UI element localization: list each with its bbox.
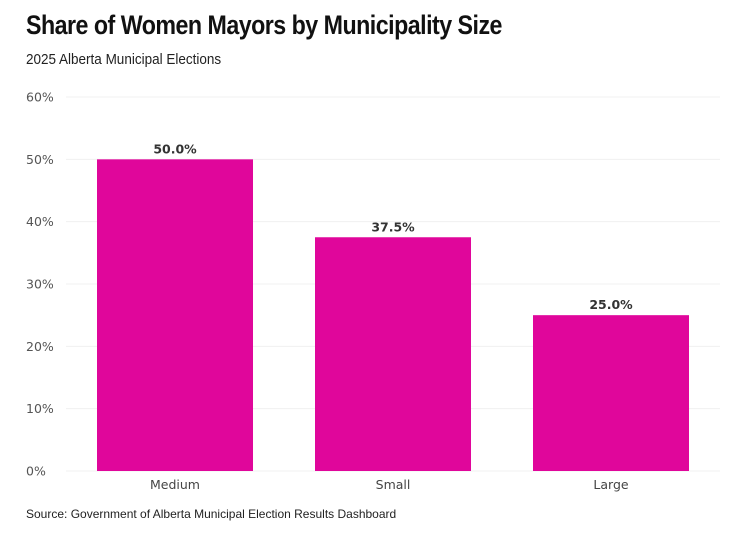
- chart-title: Share of Women Mayors by Municipality Si…: [26, 10, 502, 40]
- chart-subtitle: 2025 Alberta Municipal Elections: [26, 51, 222, 68]
- bar-chart: 0% 10% 20% 30% 40% 50% 60% 50.0% 37.5% 25.0% Med…: [26, 90, 720, 492]
- x-tick-label-small: Small: [376, 477, 411, 492]
- data-label-small: 37.5%: [371, 219, 415, 234]
- x-tick-label-medium: Medium: [150, 477, 200, 492]
- x-axis-ticks: Medium Small Large: [150, 477, 629, 492]
- bars: [97, 159, 689, 472]
- y-tick-label-40: 40%: [26, 214, 54, 229]
- y-tick-label-50: 50%: [26, 152, 54, 167]
- bar-small: [315, 237, 471, 471]
- data-label-medium: 50.0%: [153, 141, 197, 156]
- y-tick-label-60: 60%: [26, 90, 54, 105]
- bar-medium: [97, 159, 253, 472]
- y-axis-ticks: 0% 10% 20% 30% 40% 50% 60%: [26, 90, 54, 479]
- y-tick-label-0: 0%: [26, 464, 46, 479]
- y-tick-label-30: 30%: [26, 277, 54, 292]
- bar-large: [533, 315, 689, 471]
- y-tick-label-20: 20%: [26, 339, 54, 354]
- data-labels: 50.0% 37.5% 25.0%: [153, 141, 633, 312]
- y-tick-label-10: 10%: [26, 401, 54, 416]
- source-note: Source: Government of Alberta Municipal …: [26, 507, 397, 521]
- x-tick-label-large: Large: [593, 477, 628, 492]
- data-label-large: 25.0%: [589, 297, 633, 312]
